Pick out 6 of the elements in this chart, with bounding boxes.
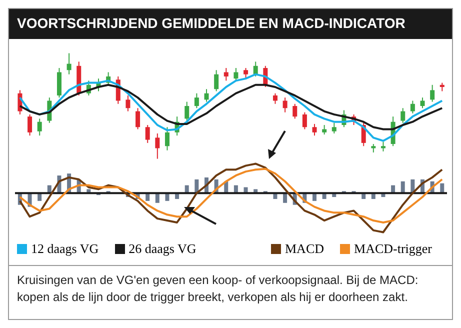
chart-title: VOORTSCHRIJDEND GEMIDDELDE EN MACD-INDICATOR — [9, 9, 452, 39]
legend-label: MACD-trigger — [353, 241, 432, 257]
text: Kruisingen van de VG'en geven een koop- of verkoopsignaal. Bij de MACD: kopen als de lijn door de trigger breekt, verkopen als hij er doorheen zakt. — [17, 272, 420, 306]
legend-label: MACD — [284, 241, 324, 257]
legend-label: 12 daags VG — [30, 241, 99, 257]
legend-label: 26 daags VG — [128, 241, 196, 257]
